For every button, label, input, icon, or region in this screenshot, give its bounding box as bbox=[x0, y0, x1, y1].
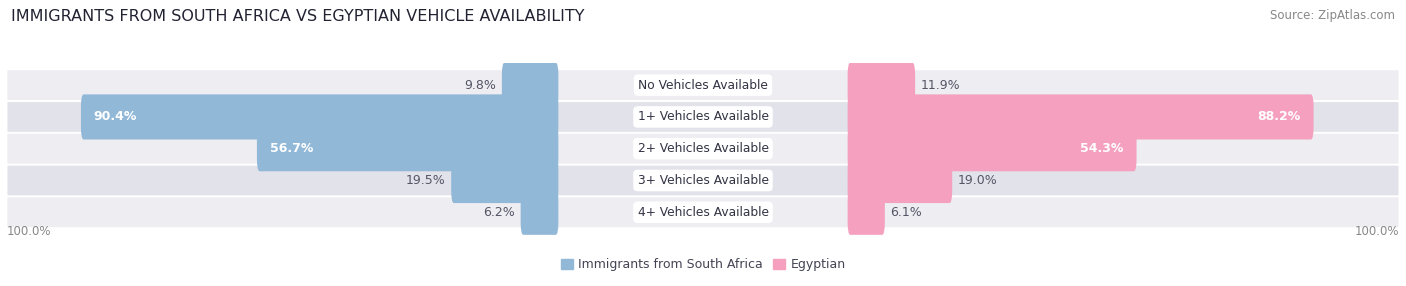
FancyBboxPatch shape bbox=[82, 94, 558, 140]
Text: 1+ Vehicles Available: 1+ Vehicles Available bbox=[637, 110, 769, 124]
Text: 56.7%: 56.7% bbox=[270, 142, 314, 155]
Text: 4+ Vehicles Available: 4+ Vehicles Available bbox=[637, 206, 769, 219]
FancyBboxPatch shape bbox=[520, 190, 558, 235]
Text: 11.9%: 11.9% bbox=[921, 79, 960, 92]
FancyBboxPatch shape bbox=[7, 196, 1399, 228]
Text: 90.4%: 90.4% bbox=[94, 110, 136, 124]
FancyBboxPatch shape bbox=[7, 69, 1399, 101]
FancyBboxPatch shape bbox=[848, 190, 884, 235]
Text: 2+ Vehicles Available: 2+ Vehicles Available bbox=[637, 142, 769, 155]
FancyBboxPatch shape bbox=[848, 94, 1313, 140]
FancyBboxPatch shape bbox=[848, 63, 915, 108]
FancyBboxPatch shape bbox=[7, 133, 1399, 164]
Text: 19.0%: 19.0% bbox=[957, 174, 997, 187]
Text: No Vehicles Available: No Vehicles Available bbox=[638, 79, 768, 92]
Text: 3+ Vehicles Available: 3+ Vehicles Available bbox=[637, 174, 769, 187]
Legend: Immigrants from South Africa, Egyptian: Immigrants from South Africa, Egyptian bbox=[555, 253, 851, 276]
FancyBboxPatch shape bbox=[848, 158, 952, 203]
Text: 6.1%: 6.1% bbox=[890, 206, 922, 219]
Text: Source: ZipAtlas.com: Source: ZipAtlas.com bbox=[1270, 9, 1395, 21]
FancyBboxPatch shape bbox=[502, 63, 558, 108]
FancyBboxPatch shape bbox=[257, 126, 558, 171]
Text: 54.3%: 54.3% bbox=[1080, 142, 1123, 155]
FancyBboxPatch shape bbox=[848, 126, 1136, 171]
FancyBboxPatch shape bbox=[7, 165, 1399, 196]
Text: 9.8%: 9.8% bbox=[464, 79, 496, 92]
Text: 100.0%: 100.0% bbox=[1355, 225, 1399, 239]
Text: 100.0%: 100.0% bbox=[7, 225, 51, 239]
Text: IMMIGRANTS FROM SOUTH AFRICA VS EGYPTIAN VEHICLE AVAILABILITY: IMMIGRANTS FROM SOUTH AFRICA VS EGYPTIAN… bbox=[11, 9, 585, 23]
FancyBboxPatch shape bbox=[7, 101, 1399, 133]
Text: 19.5%: 19.5% bbox=[406, 174, 446, 187]
Text: 88.2%: 88.2% bbox=[1257, 110, 1301, 124]
FancyBboxPatch shape bbox=[451, 158, 558, 203]
Text: 6.2%: 6.2% bbox=[484, 206, 515, 219]
